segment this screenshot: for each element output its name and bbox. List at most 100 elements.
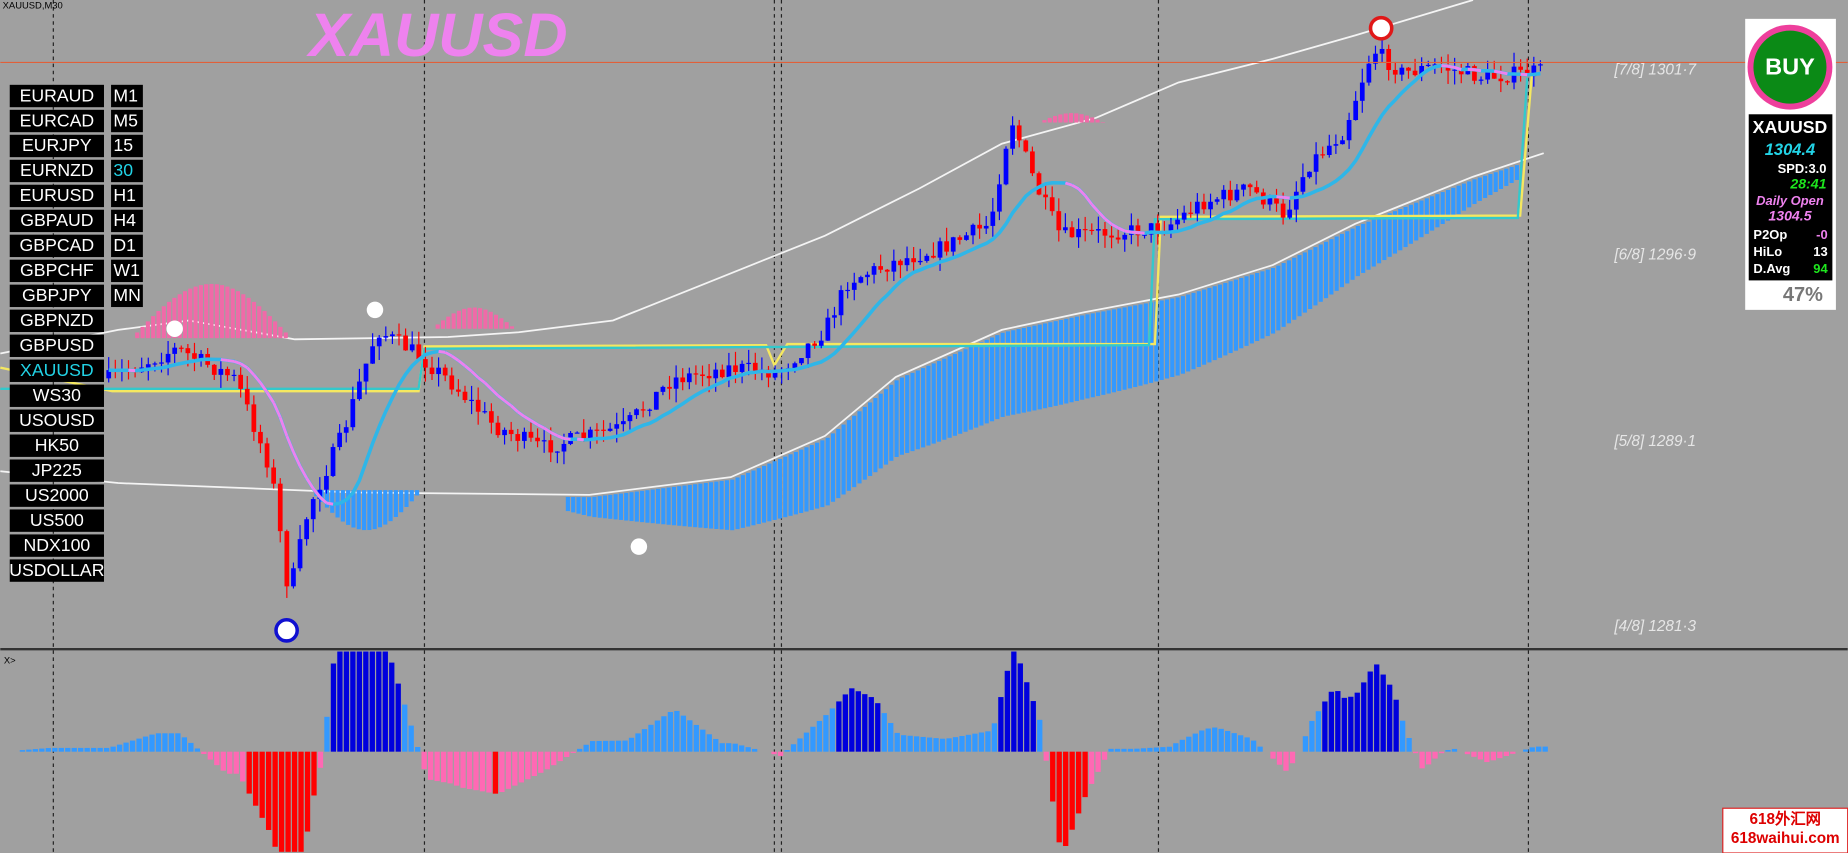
symbol-button-bg[interactable] [9, 284, 104, 308]
cloud-bar [661, 488, 666, 525]
timeframe-button-bg[interactable] [111, 259, 143, 283]
timeframe-button-bg[interactable] [111, 159, 143, 183]
symbol-button[interactable]: GBPNZD [20, 310, 94, 330]
cloud-bar [1084, 115, 1089, 123]
timeframe-button[interactable]: 15 [113, 135, 133, 155]
level-label: [4/8] 1281·3 [1613, 618, 1696, 635]
timeframe-button-bg[interactable] [111, 234, 143, 258]
oscillator-bar [1484, 751, 1490, 763]
oscillator-bar [278, 751, 285, 852]
symbol-button[interactable]: GBPCHF [20, 260, 94, 280]
oscillator-bar [849, 688, 855, 752]
symbol-button-bg[interactable] [9, 359, 104, 382]
cloud-bar [650, 489, 655, 524]
cloud-bar [1313, 247, 1318, 306]
symbol-button[interactable]: NDX100 [23, 535, 90, 555]
symbol-button[interactable]: USDOLLAR [9, 560, 104, 580]
cloud-bar [576, 497, 581, 514]
cloud-bar [873, 398, 878, 473]
timeframe-button[interactable]: M5 [113, 110, 138, 130]
candle-body [370, 346, 375, 364]
symbol-button[interactable]: GBPCAD [20, 235, 95, 255]
cloud-bar [815, 442, 820, 509]
symbol-button-bg[interactable] [9, 159, 104, 183]
candle-body [1386, 48, 1392, 70]
cloud-bar [1456, 185, 1461, 215]
symbol-button[interactable]: USOUSD [19, 410, 95, 430]
timeframe-button-bg[interactable] [111, 84, 143, 108]
timeframe-button-bg[interactable] [111, 284, 143, 308]
timeframe-button[interactable]: M1 [113, 85, 138, 105]
candle-body [574, 432, 580, 434]
timeframe-button-bg[interactable] [111, 184, 143, 208]
oscillator-bar [1328, 691, 1335, 752]
timeframe-button[interactable]: MN [113, 285, 140, 305]
symbol-button-bg[interactable] [9, 484, 104, 507]
symbol-button-bg[interactable] [9, 534, 104, 557]
symbol-button[interactable]: GBPUSD [20, 335, 95, 355]
oscillator-bar [894, 732, 900, 752]
timeframe-button[interactable]: 30 [113, 160, 133, 180]
oscillator-bar [1218, 728, 1224, 752]
symbol-button[interactable]: GBPAUD [20, 210, 93, 230]
symbol-button-bg[interactable] [9, 84, 104, 108]
signal-button[interactable] [1753, 30, 1827, 104]
cloud-bar [952, 353, 957, 436]
moving-average-down [1137, 231, 1145, 235]
cloud-bar [1079, 114, 1084, 123]
symbol-button-bg[interactable] [9, 434, 104, 457]
symbol-button-bg[interactable] [9, 334, 104, 357]
symbol-button-bg[interactable] [9, 309, 104, 333]
timeframe-button-bg[interactable] [111, 109, 143, 133]
moving-average-down [239, 362, 249, 370]
timeframe-button-bg[interactable] [111, 134, 143, 158]
symbol-button-bg[interactable] [9, 559, 104, 582]
timeframe-button[interactable]: W1 [113, 260, 139, 280]
level-label: [5/8] 1289·1 [1613, 433, 1696, 450]
cloud-bar [435, 324, 440, 329]
symbol-button[interactable]: GBPJPY [22, 285, 92, 305]
oscillator-bar [58, 747, 64, 752]
moving-average-down [1117, 226, 1126, 233]
oscillator-bar [1237, 735, 1244, 752]
timeframe-button-bg[interactable] [111, 209, 143, 233]
symbol-button[interactable]: US500 [30, 510, 84, 530]
symbol-button[interactable]: EURUSD [20, 185, 95, 205]
oscillator-bar [227, 751, 233, 774]
panel-row-label: HiLo [1753, 244, 1782, 259]
symbol-button-bg[interactable] [9, 234, 104, 258]
symbol-button[interactable]: XAUUSD [20, 360, 94, 380]
oscillator-bar [628, 737, 635, 752]
cloud-bar [687, 484, 692, 527]
symbol-button-bg[interactable] [9, 109, 104, 133]
moving-average-down [563, 437, 571, 441]
oscillator-bar [116, 744, 123, 752]
symbol-button[interactable]: WS30 [33, 385, 81, 405]
symbol-button[interactable]: HK50 [35, 435, 79, 455]
symbol-button-bg[interactable] [9, 459, 104, 482]
symbol-button-bg[interactable] [9, 259, 104, 283]
timeframe-button[interactable]: H1 [113, 185, 136, 205]
oscillator-bar [1529, 747, 1535, 752]
symbol-button-bg[interactable] [9, 509, 104, 532]
candle-body [1063, 227, 1068, 231]
symbol-button-bg[interactable] [9, 184, 104, 208]
symbol-button-bg[interactable] [9, 409, 104, 432]
symbol-button[interactable]: EURNZD [20, 160, 94, 180]
symbol-button[interactable]: EURJPY [22, 135, 92, 155]
oscillator-bar [1289, 751, 1296, 764]
symbol-button[interactable]: JP225 [32, 460, 82, 480]
oscillator-bar [790, 744, 797, 752]
moving-average-down [1447, 64, 1455, 69]
symbol-button[interactable]: EURCAD [20, 110, 95, 130]
oscillator-bar [466, 751, 473, 790]
oscillator-bar [907, 735, 913, 752]
timeframe-button[interactable]: H4 [113, 210, 136, 230]
timeframe-button[interactable]: D1 [113, 235, 136, 255]
symbol-button-bg[interactable] [9, 134, 104, 158]
symbol-button-bg[interactable] [9, 209, 104, 233]
symbol-button-bg[interactable] [9, 384, 104, 407]
symbol-button[interactable]: EURAUD [20, 85, 95, 105]
symbol-button[interactable]: US2000 [25, 485, 89, 505]
oscillator-bar [142, 736, 149, 752]
